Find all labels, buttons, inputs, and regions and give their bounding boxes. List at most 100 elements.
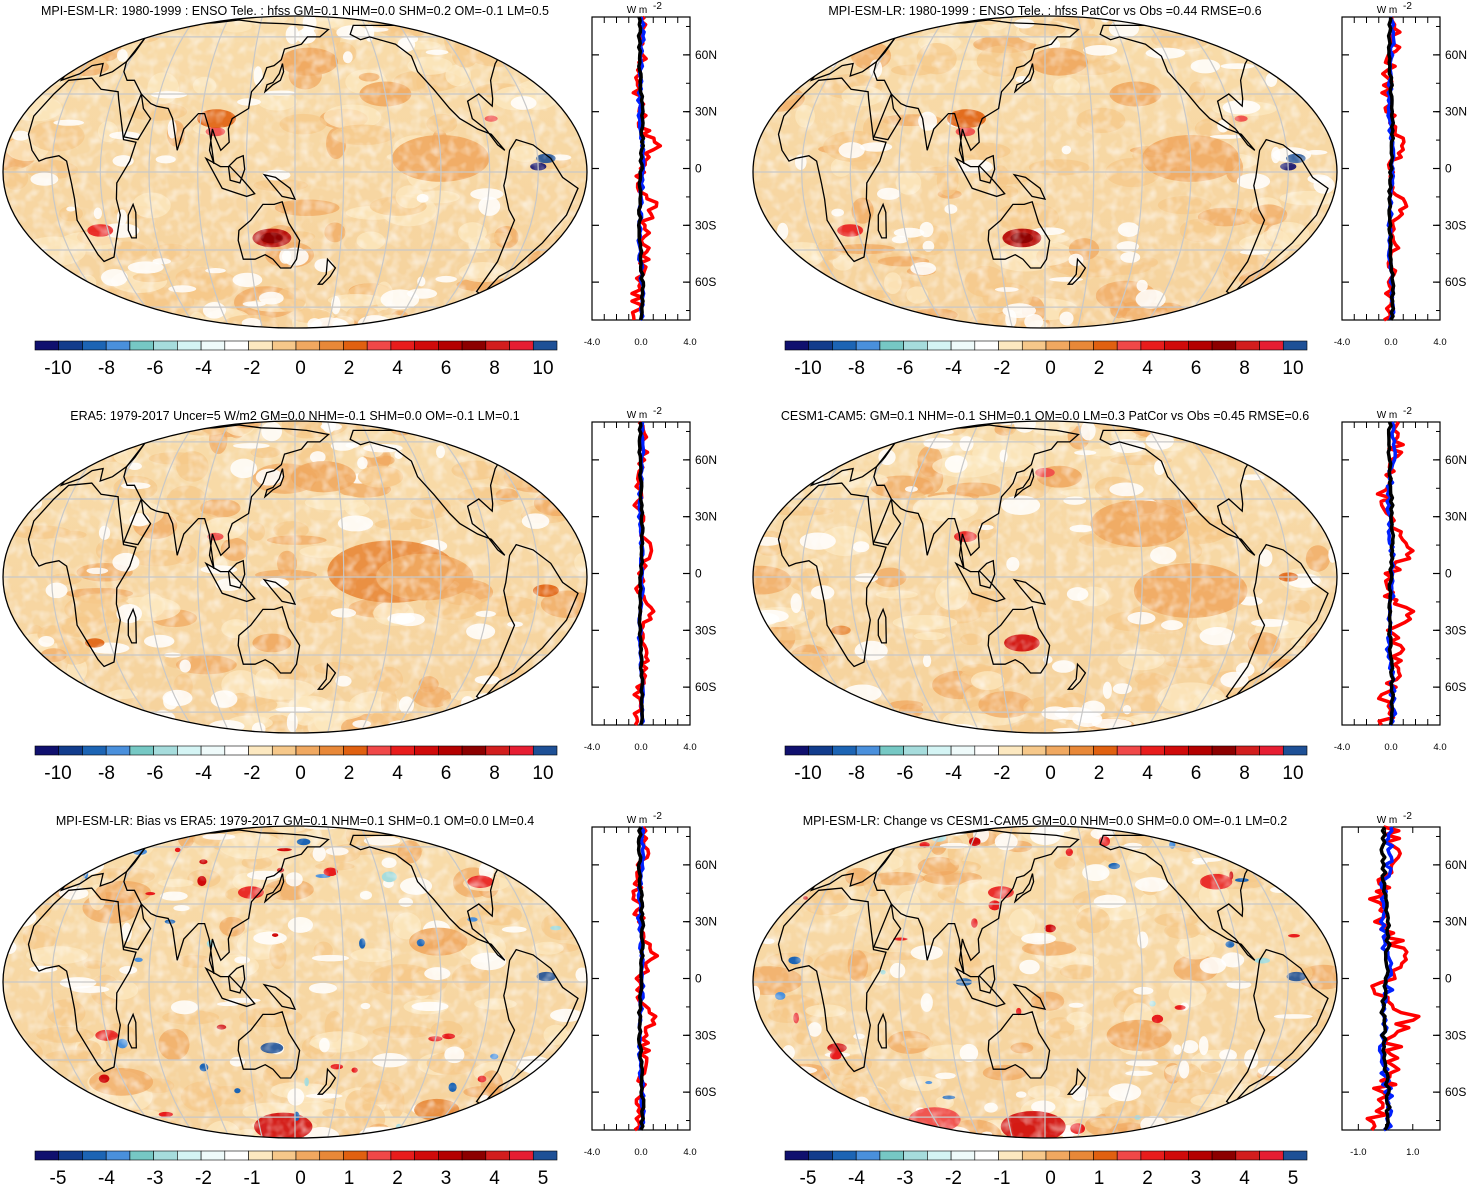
colorbar-tick-label: 10	[1282, 763, 1303, 784]
colorbar-swatch	[200, 340, 226, 351]
colorbar-tick-label: 8	[1239, 358, 1250, 379]
colorbar-swatch	[509, 340, 534, 351]
coastlines	[777, 421, 1329, 701]
coastline-australia	[987, 1010, 1051, 1079]
colorbar-tick-label: 0	[1045, 1168, 1056, 1187]
coastline-indonesia	[204, 156, 256, 198]
zonal-unit-exponent: -2	[653, 406, 662, 417]
colorbar-swatch	[1116, 745, 1142, 756]
colorbar-swatch	[1235, 340, 1260, 351]
colorbar-swatch	[1164, 340, 1189, 351]
zonal-lat-tick: 30S	[695, 623, 716, 637]
colorbar-swatch	[461, 340, 487, 351]
coastline-newzealand	[1066, 257, 1087, 285]
zonal-line-red	[630, 15, 663, 321]
colorbar-swatch	[855, 745, 881, 756]
colorbar-tick-label: -10	[44, 358, 71, 379]
colorbar-swatch	[414, 745, 439, 756]
coastline-borneo	[977, 559, 996, 589]
coastline-greenland	[38, 421, 110, 443]
zonal-lat-tick: 30N	[695, 915, 717, 929]
zonal-lat-tick: 60S	[695, 680, 716, 694]
colorbar-swatch	[390, 745, 415, 756]
coastline-japan	[263, 468, 285, 499]
colorbar-tick-label: -2	[994, 358, 1011, 379]
zonal-unit-exponent: -2	[1403, 1, 1412, 12]
colorbar-swatch	[532, 1150, 558, 1161]
coastline-southamerica	[1225, 543, 1329, 701]
zonal-x-tick: 0.0	[1384, 742, 1397, 753]
zonal-line-black	[1386, 16, 1396, 321]
colorbar-swatch	[1093, 1150, 1118, 1161]
map-border	[2, 825, 588, 1139]
colorbar-tick-label: -3	[897, 1168, 914, 1187]
zonal-x-tick: 4.0	[1433, 742, 1446, 753]
colorbar-swatch	[1140, 340, 1165, 351]
colorbar-swatch	[34, 340, 60, 351]
coastline-asia	[123, 424, 330, 570]
zonal-line-black	[1379, 826, 1392, 1131]
colorbar-swatch	[34, 1150, 60, 1161]
colorbar-tick-label: -8	[98, 358, 115, 379]
colorbar-tick-label: -8	[98, 763, 115, 784]
colorbar-swatch	[105, 1150, 131, 1161]
colorbar-swatch	[58, 1150, 83, 1161]
zonal-x-tick: 4.0	[1433, 337, 1446, 348]
colorbar-swatch	[532, 745, 558, 756]
colorbar-swatch	[509, 1150, 534, 1161]
zonal-unit-label: W m	[627, 410, 648, 421]
panel-cesm1: CESM1-CAM5: GM=0.1 NHM=-0.1 SHM=0.1 OM=0…	[752, 406, 1467, 784]
zonal-line-black	[1386, 421, 1396, 726]
colorbar-tick-label: -2	[994, 763, 1011, 784]
coastline-indonesia	[204, 966, 256, 1008]
colorbar-swatch	[82, 340, 107, 351]
colorbar-swatch	[808, 1150, 833, 1161]
zonal-unit-label: W m	[1377, 5, 1398, 16]
colorbar-swatch	[105, 745, 131, 756]
coastline-newguinea	[1012, 983, 1047, 1010]
colorbar-swatch	[224, 340, 249, 351]
zonal-unit-exponent: -2	[1403, 406, 1412, 417]
colorbar: -10 -8 -6 -4 -2 0 2 4 6 8 10	[34, 340, 558, 379]
colorbar-swatch	[1211, 1150, 1237, 1161]
colorbar-swatch	[1188, 340, 1213, 351]
zonal-lat-tick: 60S	[1445, 1085, 1466, 1099]
coastline-indonesia	[954, 561, 1006, 603]
zonal-x-tick: 4.0	[683, 337, 696, 348]
colorbar-swatch	[832, 1150, 857, 1161]
coastline-greenland	[38, 826, 110, 848]
colorbar-tick-label: 8	[1239, 763, 1250, 784]
colorbar-tick-label: 0	[1045, 763, 1056, 784]
graticule	[753, 421, 1337, 733]
coastline-southamerica	[1225, 948, 1329, 1106]
map-border	[2, 420, 588, 734]
panel-title: MPI-ESM-LR: Bias vs ERA5: 1979-2017 GM=0…	[56, 814, 534, 828]
colorbar-swatch	[366, 340, 392, 351]
coastline-newzealand	[1066, 1067, 1087, 1095]
zonal-lat-tick: 0	[695, 162, 702, 176]
colorbar-tick-label: 3	[441, 1168, 452, 1187]
zonal-lat-tick: 0	[695, 567, 702, 581]
colorbar-swatch	[784, 1150, 810, 1161]
colorbar-swatch	[784, 745, 810, 756]
colorbar-swatch	[366, 745, 392, 756]
zonal-lat-tick: 60S	[1445, 680, 1466, 694]
colorbar-swatch	[224, 745, 249, 756]
colorbar-swatch	[248, 340, 273, 351]
zonal-line-black	[636, 16, 646, 321]
map	[2, 15, 588, 329]
coastline-madagascar	[127, 202, 137, 239]
colorbar-tick-label: 4	[1142, 358, 1153, 379]
colorbar-swatch	[1282, 745, 1308, 756]
colorbar-tick-label: 0	[295, 1168, 306, 1187]
map-border	[2, 15, 588, 329]
zonal-lat-tick: 30N	[695, 105, 717, 119]
colorbar-swatch	[200, 1150, 226, 1161]
zonal-lat-tick: 0	[1445, 567, 1452, 581]
colorbar-swatch	[105, 340, 131, 351]
panel-title: CESM1-CAM5: GM=0.1 NHM=-0.1 SHM=0.1 OM=0…	[781, 409, 1309, 423]
colorbar-swatch	[58, 340, 83, 351]
colorbar-tick-label: 6	[441, 358, 452, 379]
coastline-madagascar	[877, 202, 887, 239]
